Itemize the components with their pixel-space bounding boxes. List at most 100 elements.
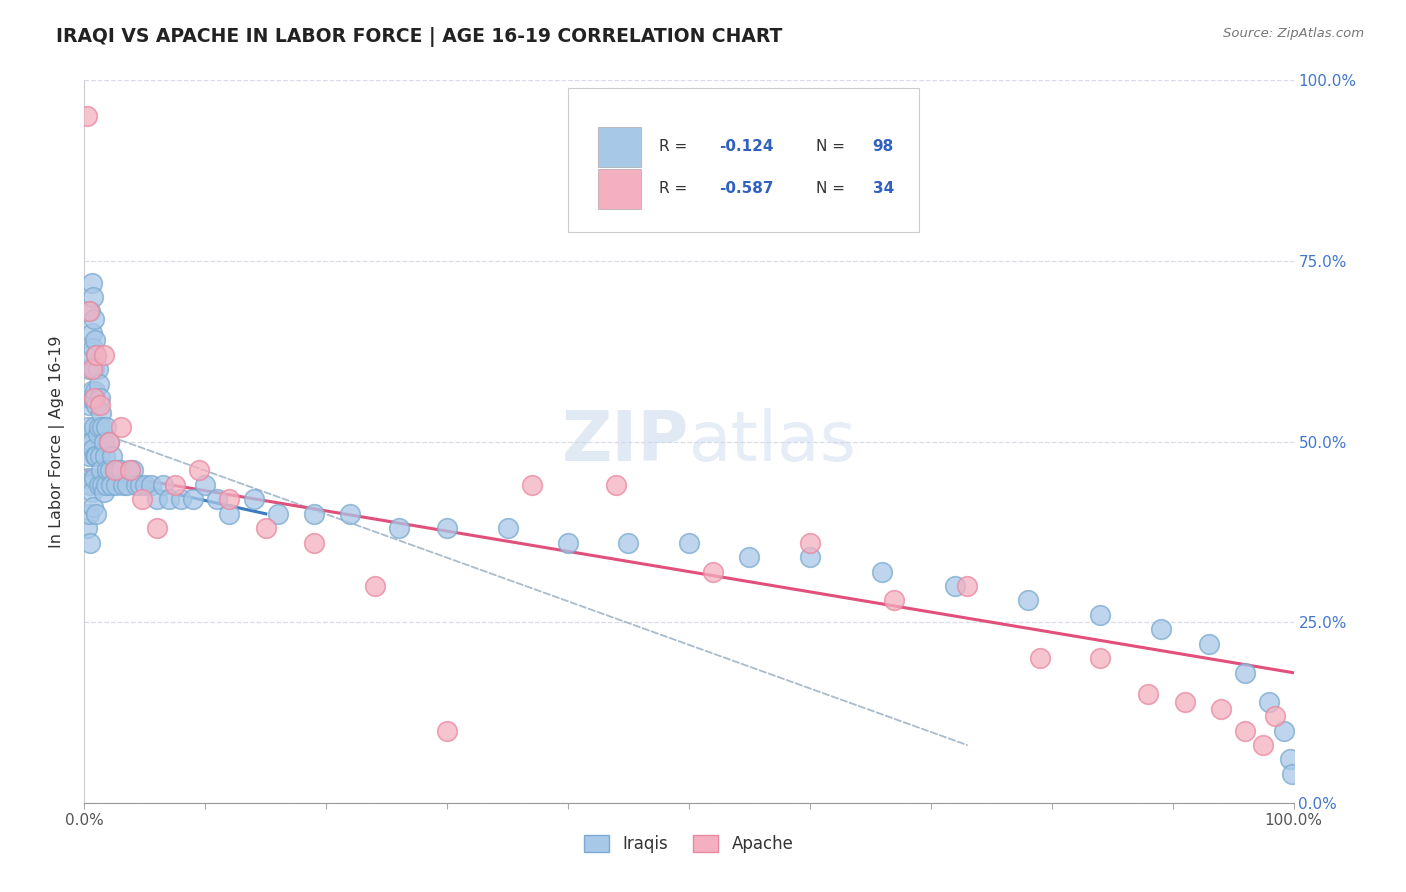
FancyBboxPatch shape <box>568 87 918 232</box>
Point <box>1281 767 1303 781</box>
Point <box>77 470 100 484</box>
Point <box>89 449 111 463</box>
Point <box>170 492 193 507</box>
Point <box>89 391 111 405</box>
Point <box>87 376 110 391</box>
Point <box>1258 695 1281 709</box>
Point <box>339 507 361 521</box>
Point <box>80 362 103 376</box>
Point <box>82 442 104 456</box>
Point <box>86 507 108 521</box>
Point <box>678 535 700 549</box>
Point <box>207 492 229 507</box>
Point <box>79 304 101 318</box>
Point <box>146 492 169 507</box>
Point <box>80 434 103 449</box>
Point <box>1209 702 1232 716</box>
Point <box>134 478 156 492</box>
Point <box>98 463 121 477</box>
Point <box>872 565 894 579</box>
Point <box>1278 752 1301 766</box>
Text: 34: 34 <box>873 181 894 196</box>
Text: 98: 98 <box>873 139 894 154</box>
Point <box>1264 709 1286 723</box>
Point <box>77 362 100 376</box>
Point <box>82 500 104 514</box>
Text: IRAQI VS APACHE IN LABOR FORCE | AGE 16-19 CORRELATION CHART: IRAQI VS APACHE IN LABOR FORCE | AGE 16-… <box>56 27 783 46</box>
Point <box>83 311 105 326</box>
Point <box>112 478 135 492</box>
Point <box>943 579 966 593</box>
Point <box>436 723 458 738</box>
Point <box>77 398 100 412</box>
Point <box>496 521 519 535</box>
Point <box>90 463 112 477</box>
Point <box>104 478 127 492</box>
Point <box>242 492 264 507</box>
Point <box>617 535 640 549</box>
Point <box>101 449 124 463</box>
Point <box>79 348 101 362</box>
Text: R =: R = <box>659 181 688 196</box>
Point <box>100 478 122 492</box>
Point <box>87 478 110 492</box>
Text: ZIP: ZIP <box>561 408 689 475</box>
Point <box>1149 623 1171 637</box>
Point <box>1088 607 1111 622</box>
Point <box>157 492 180 507</box>
Point <box>520 478 543 492</box>
Point <box>218 492 240 507</box>
Point <box>883 593 905 607</box>
Point <box>1137 687 1160 701</box>
Point <box>165 478 187 492</box>
Point <box>80 384 103 398</box>
Point <box>94 420 117 434</box>
Point <box>1017 593 1039 607</box>
Point <box>77 449 100 463</box>
Point <box>267 507 290 521</box>
Point <box>96 463 118 477</box>
Point <box>83 362 105 376</box>
Point <box>80 326 103 340</box>
FancyBboxPatch shape <box>599 169 641 209</box>
Point <box>436 521 458 535</box>
Point <box>82 341 104 355</box>
Point <box>76 110 98 124</box>
Y-axis label: In Labor Force | Age 16-19: In Labor Force | Age 16-19 <box>49 335 65 548</box>
Point <box>94 449 117 463</box>
Point <box>1088 651 1111 665</box>
Point <box>1028 651 1050 665</box>
Point <box>93 434 115 449</box>
Point <box>1198 637 1220 651</box>
Point <box>302 507 325 521</box>
Point <box>194 478 217 492</box>
Point <box>89 398 111 412</box>
Text: Source: ZipAtlas.com: Source: ZipAtlas.com <box>1223 27 1364 40</box>
Point <box>139 478 162 492</box>
Point <box>1234 723 1257 738</box>
Point <box>799 535 821 549</box>
Point <box>107 463 129 477</box>
Point <box>121 463 143 477</box>
Point <box>115 478 138 492</box>
Point <box>1234 665 1257 680</box>
Point <box>79 535 101 549</box>
Point <box>80 485 103 500</box>
Point <box>1174 695 1197 709</box>
Point <box>702 565 724 579</box>
Point <box>79 434 101 449</box>
Point <box>188 463 211 477</box>
Point <box>93 485 115 500</box>
Point <box>77 304 100 318</box>
Point <box>1272 723 1295 738</box>
Point <box>129 478 152 492</box>
Point <box>104 463 127 477</box>
Point <box>302 535 325 549</box>
Point <box>82 391 104 405</box>
Point <box>76 521 98 535</box>
Point <box>104 463 127 477</box>
Point <box>131 492 153 507</box>
FancyBboxPatch shape <box>599 128 641 167</box>
Point <box>557 535 579 549</box>
Point <box>120 463 142 477</box>
